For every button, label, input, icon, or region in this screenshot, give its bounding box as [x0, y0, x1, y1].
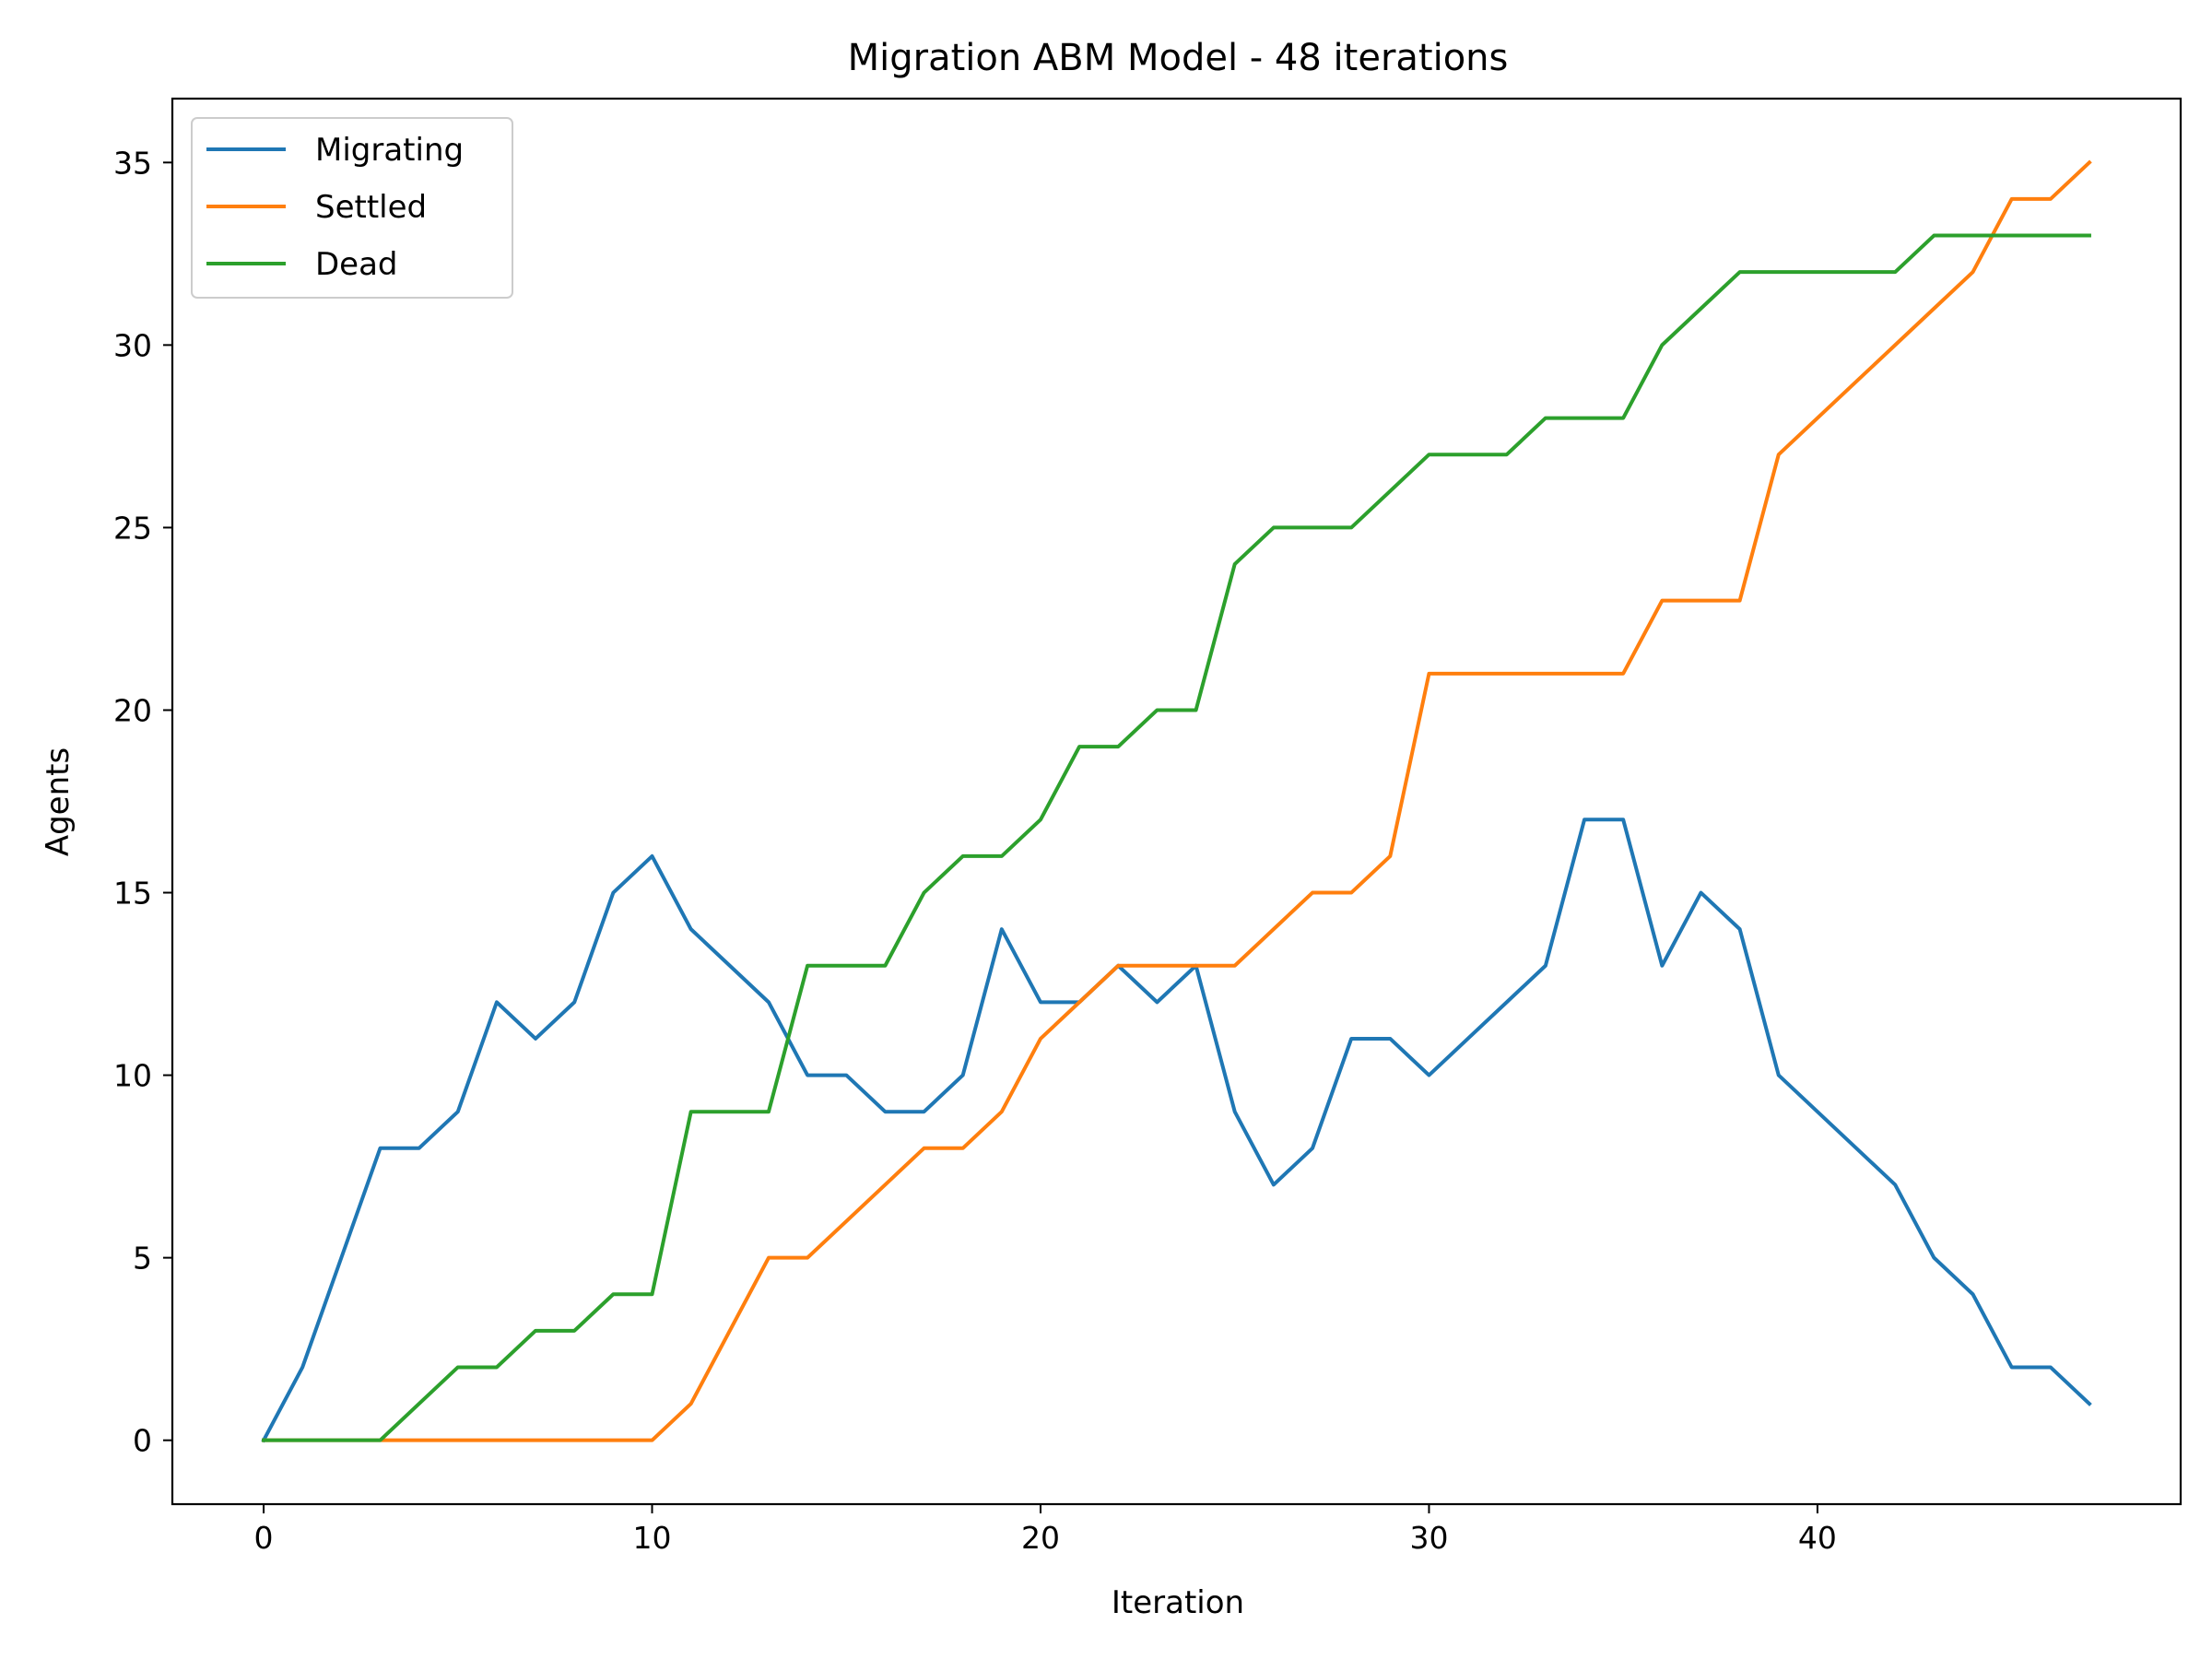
- legend-label-migrating: Migrating: [315, 132, 464, 169]
- series-line-migrating: [261, 818, 2092, 1443]
- y-tick-label: 25: [113, 510, 152, 546]
- x-tick-label: 20: [1021, 1520, 1060, 1556]
- x-tick-label: 30: [1409, 1520, 1448, 1556]
- y-tick-label: 30: [113, 327, 152, 363]
- y-axis: 0 5 10 15 20 25 30 35: [113, 145, 172, 1459]
- legend: Migrating Settled Dead: [191, 117, 513, 299]
- y-tick-label: 35: [113, 145, 152, 181]
- axes-frame: [171, 97, 2183, 1506]
- x-tick-label: 10: [633, 1520, 672, 1556]
- series-line-settled: [262, 159, 2092, 1442]
- x-tick-label: 40: [1798, 1520, 1837, 1556]
- x-axis-label: Iteration: [1112, 1584, 1244, 1621]
- y-tick-label: 15: [113, 876, 152, 912]
- x-axis: 0 10 20 30 40: [254, 1504, 1837, 1556]
- legend-label-dead: Dead: [315, 246, 398, 283]
- x-tick-label: 0: [254, 1520, 274, 1556]
- legend-box: [191, 117, 513, 299]
- series-line-dead: [262, 233, 2091, 1442]
- y-tick-label: 10: [113, 1058, 152, 1094]
- y-tick-label: 0: [133, 1423, 152, 1459]
- plot-area: [261, 159, 2092, 1443]
- y-tick-label: 20: [113, 692, 152, 728]
- legend-label-settled: Settled: [315, 189, 427, 226]
- y-tick-label: 5: [133, 1241, 152, 1277]
- y-axis-label: Agents: [40, 747, 76, 856]
- chart-title: Migration ABM Model - 48 iterations: [848, 37, 1509, 79]
